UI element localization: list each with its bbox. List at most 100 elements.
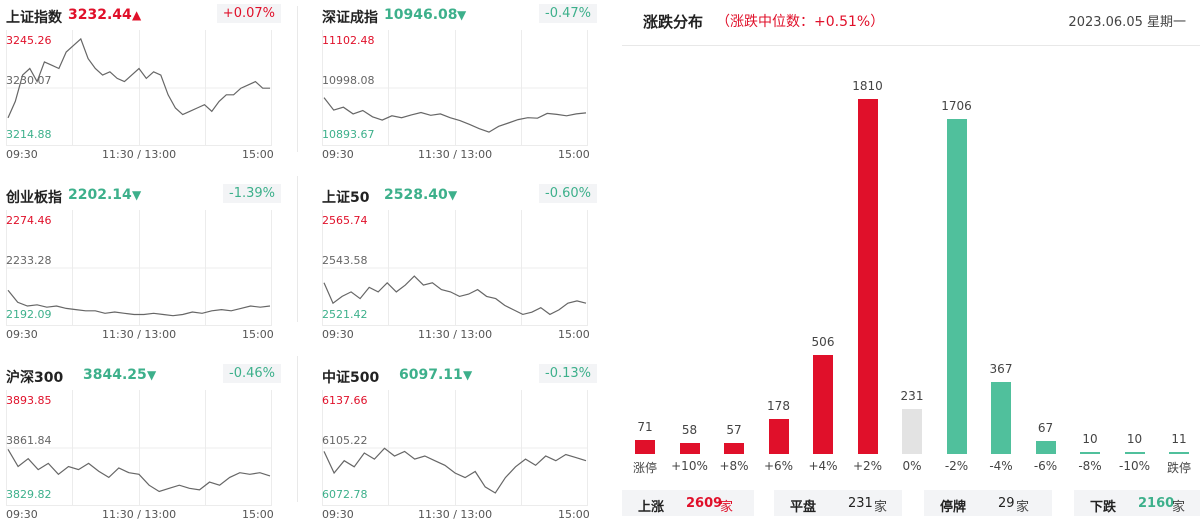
price-line <box>7 37 270 119</box>
y-axis-label: 11102.48 <box>322 34 375 47</box>
x-axis-label: 15:00 <box>242 508 274 521</box>
y-axis-label: 3861.84 <box>6 434 52 447</box>
index-sparkline-chart <box>322 210 588 326</box>
summary-unit: 家 <box>874 500 888 515</box>
y-axis-label: 3214.88 <box>6 128 52 141</box>
bar-+2% <box>857 99 878 454</box>
summary-label: 上涨 <box>638 500 665 515</box>
index-panel-zz500[interactable]: 中证500 6097.11 ▼ -0.13% 6137.66 6105.22 6072.78… <box>316 360 601 521</box>
bar--2% <box>946 119 967 454</box>
bar-label: 0% <box>902 459 922 473</box>
index-value: 3232.44 <box>68 7 132 23</box>
bar-count: 57 <box>726 422 742 437</box>
bar-count: 178 <box>767 399 790 414</box>
bar-count: 10 <box>1126 432 1143 446</box>
price-line <box>7 448 271 493</box>
index-value: 2528.40 <box>384 187 448 203</box>
x-axis-label: 09:30 <box>6 328 38 341</box>
bar-label: -6% <box>1033 459 1058 473</box>
bar-label: -4% <box>989 459 1013 473</box>
bar-count: 71 <box>637 420 653 435</box>
x-axis-label: 11:30 / 13:00 <box>102 508 177 521</box>
column-separator <box>297 176 298 322</box>
y-axis-label: 2233.28 <box>6 254 52 267</box>
bar-label: +8% <box>719 459 749 473</box>
bar-label: -10% <box>1118 459 1150 473</box>
y-axis-label: 3230.07 <box>6 74 52 87</box>
summary-value: 231 <box>848 496 873 511</box>
column-separator <box>297 356 298 502</box>
bar-label: 涨停 <box>632 461 657 475</box>
bar-count: 11 <box>1171 431 1187 446</box>
summary-value: 29 <box>998 496 1015 511</box>
summary-3: 下跌 2160 家 <box>1074 490 1200 516</box>
y-axis-label: 3893.85 <box>6 394 52 407</box>
bar-label: 跌停 <box>1166 461 1191 475</box>
bar-0% <box>902 408 922 454</box>
index-sparkline-chart <box>6 390 272 506</box>
bar-label: +4% <box>808 459 838 473</box>
index-value: 3844.25 <box>83 367 147 383</box>
summary-unit: 家 <box>1016 500 1030 515</box>
bar-label: -8% <box>1078 459 1102 473</box>
bar-+10% <box>679 442 700 454</box>
bar-count: 58 <box>681 422 698 437</box>
arrow-down-icon: ▼ <box>463 368 473 382</box>
change-badge: -0.46% <box>223 364 281 383</box>
index-name: 创业板指 <box>6 190 62 206</box>
y-axis-label: 10893.67 <box>322 128 375 141</box>
index-panel-cy[interactable]: 创业板指 2202.14 ▼ -1.39% 2274.46 2233.28 2192.09 0… <box>0 180 285 341</box>
index-name: 沪深300 <box>6 370 64 386</box>
summary-2: 停牌 29 家 <box>924 490 1052 516</box>
bar-label: +2% <box>852 459 883 473</box>
y-axis-label: 2565.74 <box>322 214 368 227</box>
y-axis-label: 3829.82 <box>6 488 52 501</box>
x-axis-label: 11:30 / 13:00 <box>418 328 493 341</box>
change-badge: +0.07% <box>216 4 281 23</box>
bar--8% <box>1080 452 1100 454</box>
bar-count: 1810 <box>852 79 883 93</box>
summary-unit: 家 <box>720 500 734 515</box>
bar--10% <box>1124 452 1145 454</box>
summary-1: 平盘 231 家 <box>774 490 902 516</box>
x-axis-label: 09:30 <box>6 508 38 521</box>
index-panel-sh[interactable]: 上证指数 3232.44 ▲ +0.07% 3245.26 3230.07 3214.88 0… <box>0 0 285 161</box>
bar-+4% <box>813 354 833 454</box>
y-axis-label: 2192.09 <box>6 308 52 321</box>
x-axis-label: 15:00 <box>242 148 274 161</box>
summary-label: 停牌 <box>940 500 967 515</box>
index-panel-sz[interactable]: 深证成指 10946.08 ▼ -0.47% 11102.48 10998.08 10893… <box>316 0 601 161</box>
index-value: 10946.08 <box>384 7 458 23</box>
y-axis-label: 3245.26 <box>6 34 52 47</box>
change-badge: -0.60% <box>539 184 597 203</box>
bar-跌停 <box>1169 451 1189 454</box>
arrow-down-icon: ▼ <box>448 188 458 202</box>
index-sparkline-chart <box>6 30 272 146</box>
distribution-date: 2023.06.05 星期一 <box>1068 15 1186 30</box>
x-axis-label: 15:00 <box>558 148 590 161</box>
index-sparkline-chart <box>322 30 588 146</box>
index-panel-sz50[interactable]: 上证50 2528.40 ▼ -0.60% 2565.74 2543.58 2521.42 0… <box>316 180 601 341</box>
summary-label: 下跌 <box>1090 500 1117 515</box>
change-badge: -1.39% <box>223 184 281 203</box>
price-line <box>323 97 587 133</box>
y-axis-label: 2521.42 <box>322 308 368 321</box>
y-axis-label: 6105.22 <box>322 434 368 447</box>
index-name: 深证成指 <box>322 10 378 26</box>
x-axis-label: 15:00 <box>242 328 274 341</box>
summary-value: 2609 <box>686 496 723 511</box>
index-sparkline-chart <box>322 390 588 506</box>
arrow-down-icon: ▼ <box>132 188 142 202</box>
header-divider <box>622 45 1200 46</box>
index-panel-hs300[interactable]: 沪深300 3844.25 ▼ -0.46% 3893.85 3861.84 3829.82… <box>0 360 285 521</box>
change-badge: -0.13% <box>539 364 597 383</box>
y-axis-label: 10998.08 <box>322 74 375 87</box>
x-axis-label: 11:30 / 13:00 <box>418 508 493 521</box>
distribution-title: 涨跌分布 <box>643 13 704 31</box>
summary-unit: 家 <box>1172 500 1186 515</box>
bar-count: 367 <box>989 362 1013 377</box>
x-axis-label: 11:30 / 13:00 <box>102 328 177 341</box>
index-value: 2202.14 <box>68 187 132 203</box>
index-name: 上证50 <box>322 190 370 206</box>
x-axis-label: 11:30 / 13:00 <box>418 148 493 161</box>
